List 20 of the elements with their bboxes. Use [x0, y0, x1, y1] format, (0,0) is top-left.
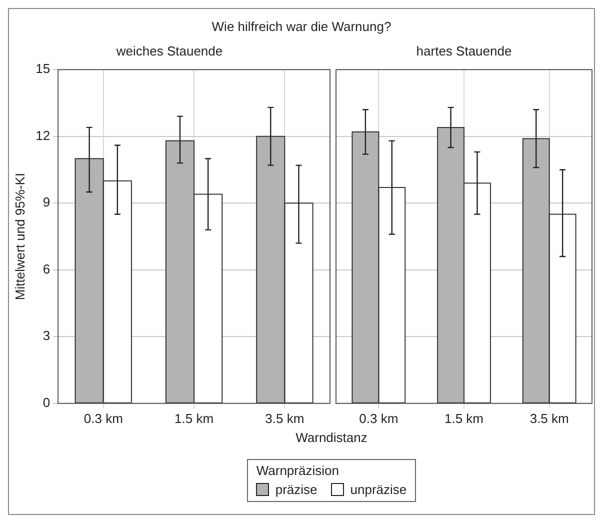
x-tick-label: 1.5 km: [174, 410, 214, 426]
x-tick-label: 3.5 km: [530, 410, 569, 426]
chart-subtitle: hartes Stauende: [416, 43, 512, 58]
y-tick-label: 6: [42, 261, 50, 276]
y-tick-label: 9: [42, 194, 50, 210]
y-tick-label: 3: [42, 328, 50, 344]
x-tick-label: 0.3 km: [359, 410, 398, 426]
chart-subtitle: weiches Stauende: [115, 43, 223, 58]
x-axis-title: Warndistanz: [294, 430, 368, 445]
chart-title: Wie hilfreich war die Warnung?: [210, 19, 392, 34]
y-tick-label: 15: [36, 61, 50, 76]
y-tick-label: 0: [42, 394, 50, 410]
x-tick-label: 1.5 km: [444, 410, 484, 426]
legend-label: präzise: [275, 482, 318, 497]
y-tick-label: 12: [36, 128, 50, 143]
x-tick-label: 0.3 km: [84, 410, 123, 426]
text: unpräzise: [350, 482, 407, 497]
legend-title: Warnpräzision: [256, 463, 340, 478]
x-tick-label: 3.5 km: [265, 410, 304, 426]
y-axis-title: Mittelwert und 95%-KI: [12, 172, 28, 300]
